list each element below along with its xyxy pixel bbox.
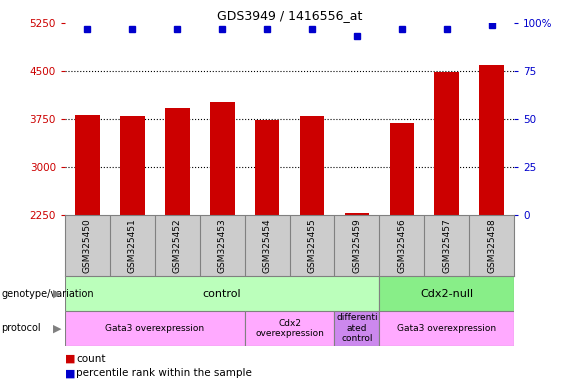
Text: GSM325452: GSM325452 bbox=[173, 218, 182, 273]
Text: Gata3 overexpression: Gata3 overexpression bbox=[105, 324, 205, 333]
Text: GSM325455: GSM325455 bbox=[307, 218, 316, 273]
Bar bbox=[65, 311, 245, 346]
Text: Gata3 overexpression: Gata3 overexpression bbox=[397, 324, 496, 333]
Bar bbox=[380, 311, 514, 346]
Text: GSM325457: GSM325457 bbox=[442, 218, 451, 273]
Text: GSM325453: GSM325453 bbox=[218, 218, 227, 273]
Text: percentile rank within the sample: percentile rank within the sample bbox=[76, 368, 252, 378]
Bar bbox=[65, 276, 380, 311]
Text: control: control bbox=[203, 289, 241, 299]
Bar bbox=[380, 276, 514, 311]
Title: GDS3949 / 1416556_at: GDS3949 / 1416556_at bbox=[217, 9, 362, 22]
Text: GSM325458: GSM325458 bbox=[487, 218, 496, 273]
Text: differenti
ated
control: differenti ated control bbox=[336, 313, 378, 343]
Text: ▶: ▶ bbox=[53, 323, 61, 333]
Text: genotype/variation: genotype/variation bbox=[1, 289, 94, 299]
Bar bbox=[75, 114, 100, 215]
Bar bbox=[479, 65, 504, 215]
Text: GSM325450: GSM325450 bbox=[83, 218, 92, 273]
Text: GSM325451: GSM325451 bbox=[128, 218, 137, 273]
Text: ▶: ▶ bbox=[53, 289, 61, 299]
Text: GSM325459: GSM325459 bbox=[353, 218, 362, 273]
Bar bbox=[210, 102, 234, 215]
Bar bbox=[165, 108, 190, 215]
Bar bbox=[345, 213, 370, 215]
Text: GSM325456: GSM325456 bbox=[397, 218, 406, 273]
Text: protocol: protocol bbox=[1, 323, 41, 333]
Text: Cdx2-null: Cdx2-null bbox=[420, 289, 473, 299]
Bar bbox=[299, 116, 324, 215]
Text: Cdx2
overexpression: Cdx2 overexpression bbox=[255, 319, 324, 338]
Bar bbox=[434, 72, 459, 215]
Text: ■: ■ bbox=[65, 368, 76, 378]
Text: count: count bbox=[76, 354, 106, 364]
Text: GSM325454: GSM325454 bbox=[263, 218, 272, 273]
Bar bbox=[120, 116, 145, 215]
Bar bbox=[389, 123, 414, 215]
Text: ■: ■ bbox=[65, 354, 76, 364]
Bar bbox=[245, 311, 334, 346]
Bar bbox=[334, 311, 380, 346]
Bar bbox=[255, 120, 280, 215]
